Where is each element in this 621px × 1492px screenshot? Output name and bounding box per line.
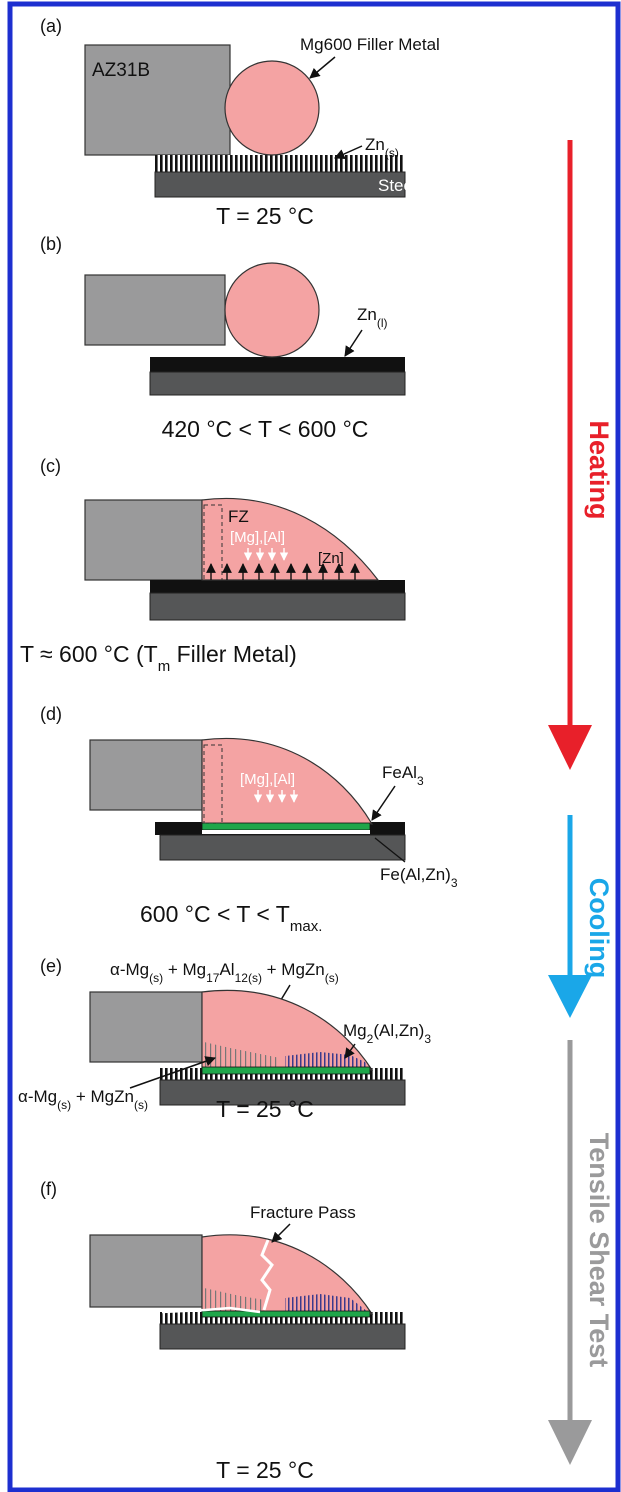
base-metal bbox=[90, 1235, 202, 1307]
zinc-label: Zn(l) bbox=[357, 305, 388, 330]
phase-label: Mg2(Al,Zn)3 bbox=[343, 1021, 431, 1046]
base-metal bbox=[90, 992, 202, 1062]
filler bbox=[225, 61, 319, 155]
subscript: max. bbox=[290, 918, 323, 935]
pointer bbox=[310, 57, 335, 78]
interface-label: α-Mg(s) + MgZn(s) bbox=[18, 1087, 148, 1112]
steel bbox=[155, 172, 405, 197]
panel-d: (d) [Mg],[Al] FeAl3 Fe(Al,Zn)3 600 °C < … bbox=[40, 704, 458, 935]
subscript: 12(s) bbox=[235, 971, 262, 985]
filler-label: Mg600 Filler Metal bbox=[300, 35, 440, 54]
feal3-layer bbox=[202, 1067, 370, 1074]
condition: 420 °C < T < 600 °C bbox=[162, 416, 369, 442]
stage-label: Heating bbox=[584, 420, 614, 519]
liquid-zinc bbox=[150, 580, 405, 593]
text: T ≈ 600 °C (T bbox=[20, 641, 158, 667]
steel bbox=[150, 372, 405, 395]
condition: T ≈ 600 °C (Tm Filler Metal) bbox=[20, 641, 297, 675]
text: 600 °C < T < T bbox=[140, 901, 290, 927]
base-metal bbox=[85, 500, 202, 580]
panel-label: (b) bbox=[40, 234, 62, 254]
condition: 600 °C < T < Tmax. bbox=[140, 901, 322, 935]
steel-label: Steel bbox=[378, 176, 417, 195]
cooling-arrowhead bbox=[548, 975, 592, 1018]
solute-label: [Mg],[Al] bbox=[230, 529, 285, 546]
subscript: 3 bbox=[424, 1032, 431, 1046]
condition: T = 25 °C bbox=[216, 203, 314, 229]
zinc-label: [Zn] bbox=[318, 550, 344, 567]
subscript: (l) bbox=[377, 316, 388, 330]
fealzn-layer bbox=[202, 830, 370, 834]
text: α-Mg bbox=[18, 1087, 57, 1106]
text: Zn bbox=[357, 305, 377, 324]
text: + MgZn bbox=[71, 1087, 134, 1106]
steel bbox=[160, 1324, 405, 1349]
stage-label: Cooling bbox=[584, 878, 614, 978]
test-arrowhead bbox=[548, 1420, 592, 1465]
panel-f: (f) Fracture Pass T = 25 °C bbox=[40, 1179, 405, 1483]
subscript: m bbox=[158, 658, 171, 675]
subscript: 3 bbox=[417, 774, 424, 788]
fealzn-label: Fe(Al,Zn)3 bbox=[380, 865, 458, 890]
panel-b: (b) Zn(l) 420 °C < T < 600 °C bbox=[40, 234, 405, 442]
text: Fe(Al,Zn) bbox=[380, 865, 451, 884]
panel-label: (e) bbox=[40, 956, 62, 976]
condition: T = 25 °C bbox=[216, 1457, 314, 1483]
solute-label: [Mg],[Al] bbox=[240, 771, 295, 788]
text: + MgZn bbox=[262, 960, 325, 979]
panel-c: (c) FZ [Mg],[Al] [Zn] T ≈ 600 °C (Tm Fil… bbox=[20, 456, 405, 675]
panel-label: (d) bbox=[40, 704, 62, 724]
feal3-layer bbox=[202, 1311, 370, 1317]
heating-arrowhead bbox=[548, 725, 592, 770]
text: α-Mg bbox=[110, 960, 149, 979]
base-metal bbox=[90, 740, 202, 810]
text: FeAl bbox=[382, 763, 417, 782]
fracture-label: Fracture Pass bbox=[250, 1203, 356, 1222]
subscript: (s) bbox=[385, 146, 399, 160]
panel-a: (a) AZ31B Steel Mg600 Filler Metal Zn(s)… bbox=[40, 16, 440, 229]
zinc-coating bbox=[155, 155, 405, 172]
subscript: (s) bbox=[57, 1098, 71, 1112]
stage-label: Tensile Shear Test bbox=[584, 1133, 614, 1368]
steel bbox=[160, 835, 405, 860]
subscript: 3 bbox=[451, 876, 458, 890]
subscript: (s) bbox=[149, 971, 163, 985]
diagram: (a) AZ31B Steel Mg600 Filler Metal Zn(s)… bbox=[0, 0, 621, 1492]
base-metal bbox=[85, 275, 225, 345]
pointer bbox=[345, 330, 362, 356]
text: Mg bbox=[343, 1021, 367, 1040]
zone-label: FZ bbox=[228, 507, 249, 526]
subscript: (s) bbox=[134, 1098, 148, 1112]
feal3-label: FeAl3 bbox=[382, 763, 424, 788]
panel-label: (f) bbox=[40, 1179, 57, 1199]
subscript: (s) bbox=[325, 971, 339, 985]
pointer bbox=[372, 786, 395, 820]
feal3-layer bbox=[202, 823, 370, 830]
liquid-zinc bbox=[150, 357, 405, 372]
panel-label: (a) bbox=[40, 16, 62, 36]
panel-e: (e) α-Mg(s) + Mg17Al12(s) + MgZn(s) Mg2(… bbox=[18, 956, 431, 1122]
stage-arrows: Heating Cooling Tensile Shear Test bbox=[548, 140, 614, 1465]
base-metal-label: AZ31B bbox=[92, 60, 150, 81]
text: Al bbox=[219, 960, 234, 979]
matrix-label: α-Mg(s) + Mg17Al12(s) + MgZn(s) bbox=[110, 960, 339, 985]
subscript: 17 bbox=[206, 971, 220, 985]
panel-label: (c) bbox=[40, 456, 61, 476]
pointer bbox=[272, 1224, 290, 1242]
text: Filler Metal) bbox=[170, 641, 297, 667]
text: Zn bbox=[365, 135, 385, 154]
text: + Mg bbox=[163, 960, 206, 979]
filler bbox=[225, 263, 319, 357]
condition: T = 25 °C bbox=[216, 1096, 314, 1122]
text: (Al,Zn) bbox=[373, 1021, 424, 1040]
steel bbox=[150, 593, 405, 620]
